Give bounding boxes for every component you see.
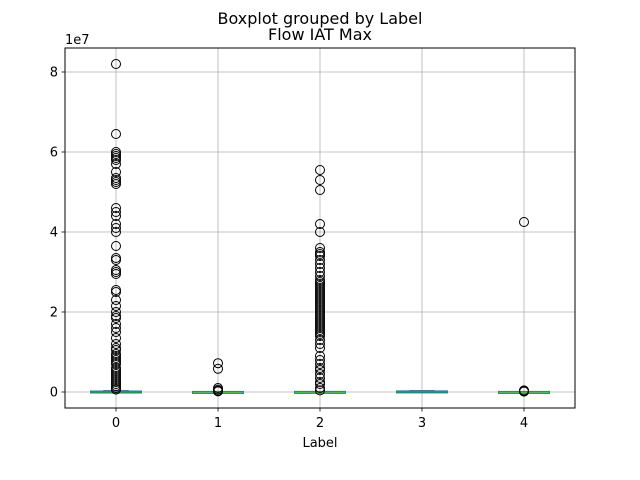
x-tick-label: 3 (418, 416, 426, 431)
outlier-point (111, 211, 121, 221)
outlier-point (315, 251, 325, 261)
outlier-point (315, 379, 325, 389)
outlier-point (213, 358, 223, 369)
outlier-point (315, 339, 325, 349)
outlier-point (111, 241, 121, 251)
y-tick-label: 6 (50, 146, 58, 161)
outlier-point (111, 333, 121, 343)
box-group (294, 165, 346, 396)
outlier-point (111, 179, 121, 189)
outlier-point (111, 384, 121, 395)
outlier-point (111, 207, 121, 217)
outlier-point (315, 355, 325, 365)
outlier-point (111, 307, 121, 317)
outlier-point (315, 255, 325, 265)
outlier-point (111, 301, 121, 311)
x-axis-label: Label (302, 436, 337, 451)
outlier-point (213, 363, 223, 374)
outlier-point (315, 227, 325, 237)
box-group (396, 390, 448, 394)
y-tick-label: 8 (50, 66, 58, 81)
outlier-point (111, 319, 121, 329)
chart-suptitle: Boxplot grouped by Label (218, 9, 423, 28)
outlier-point (111, 339, 121, 349)
x-tick-label: 0 (112, 416, 120, 431)
outlier-point (315, 351, 325, 361)
axes: 0 2 4 6 8 0 1 2 3 4 (50, 66, 528, 432)
outlier-point (111, 255, 121, 265)
outlier-point (111, 159, 121, 169)
outlier-point (315, 267, 325, 277)
box-group (498, 217, 550, 397)
outlier-point (111, 327, 121, 337)
outlier-point (315, 243, 325, 253)
outlier-point (111, 359, 121, 369)
outlier-point (111, 167, 121, 177)
outlier-point (519, 386, 529, 397)
outlier-point (315, 175, 325, 185)
outlier-point (315, 383, 325, 393)
outlier-point (315, 385, 325, 396)
outlier-point (315, 263, 325, 273)
outlier-point (111, 313, 121, 323)
chart-title: Flow IAT Max (268, 25, 372, 44)
outlier-point (111, 287, 121, 297)
outlier-point (315, 219, 325, 229)
box-group (90, 59, 142, 395)
y-multiplier-label: 1e7 (65, 33, 90, 48)
y-tick-label: 2 (50, 306, 58, 321)
x-tick-label: 2 (316, 416, 324, 431)
x-tick-label: 1 (214, 416, 222, 431)
outlier-point (111, 59, 121, 69)
outlier-point (315, 343, 325, 353)
outlier-point (519, 217, 529, 227)
outlier-point (315, 359, 325, 369)
outlier-point (111, 155, 121, 165)
outlier-point (315, 373, 325, 383)
box-group (192, 358, 244, 397)
outlier-point (111, 219, 121, 229)
outlier-point (315, 335, 325, 345)
outlier-point (315, 165, 325, 175)
outlier-point (111, 295, 121, 305)
outlier-point (315, 365, 325, 375)
y-tick-label: 4 (50, 226, 58, 241)
plot-area (90, 59, 550, 397)
outlier-point (111, 227, 121, 237)
outlier-point (111, 269, 121, 279)
outlier-point (111, 129, 121, 139)
outlier-point (315, 331, 325, 341)
outlier-point (315, 369, 325, 379)
outlier-point (213, 386, 223, 397)
x-tick-label: 4 (520, 416, 528, 431)
y-tick-label: 0 (50, 386, 58, 401)
outlier-point (111, 345, 121, 355)
outlier-point (111, 203, 121, 213)
outlier-point (111, 223, 121, 233)
outlier-point (315, 185, 325, 195)
outlier-point (315, 259, 325, 269)
outlier-point (315, 271, 325, 281)
outlier-point (111, 323, 121, 333)
